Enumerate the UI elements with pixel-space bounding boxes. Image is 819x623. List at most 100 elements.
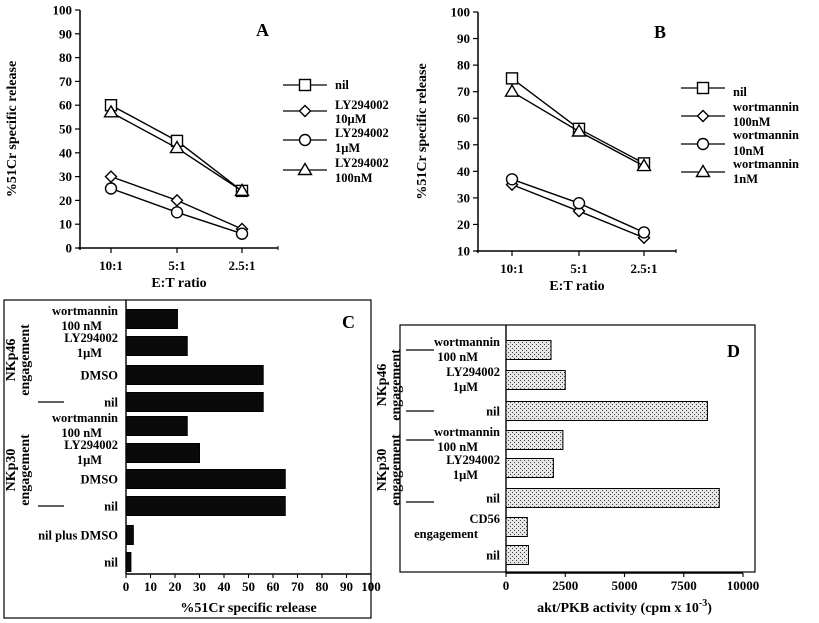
legend-label-line2: 10nM [733, 144, 764, 158]
panel-b-line-chart: 10 20 30 40 50 60 70 80 90 100 10:1 5:1 2.5:1 E:T rat… [415, 5, 799, 295]
legend-label-line2: 1nM [733, 172, 758, 186]
legend-label: LY294002 [335, 98, 389, 112]
legend-marker-square [298, 78, 312, 92]
x-tick-label: 5:1 [570, 261, 587, 276]
category-label-line2: engagement [414, 527, 479, 541]
data-point-circle [170, 206, 184, 219]
y-tick-label: 50 [59, 122, 72, 137]
data-point-triangle [169, 140, 185, 154]
legend-label: LY294002 [335, 156, 389, 170]
bar [125, 469, 286, 489]
panel-a-line-chart: 0 10 20 30 40 50 60 70 80 90 100 10:1 5:1 2.5:1 E:T ra… [5, 3, 389, 292]
x-tick-label: 60 [267, 579, 280, 594]
panel-frame [3, 299, 372, 619]
category-label: wortmannin [434, 425, 500, 439]
y-tick-label: 30 [457, 190, 470, 205]
data-point-triangle [103, 104, 119, 118]
category-label: nil [486, 492, 500, 506]
data-point-diamond [170, 193, 184, 207]
panel-frame [399, 324, 756, 573]
data-point-diamond [104, 170, 118, 184]
category-label: DMSO [81, 473, 119, 487]
legend-marker-circle [298, 133, 312, 147]
legend-marker-circle [696, 137, 710, 151]
data-point-circle [104, 182, 118, 195]
x-axis-title: akt/PKB activity (cpm x 10-3) [537, 598, 712, 616]
group-label: NKp30 [375, 449, 390, 492]
y-tick-label: 90 [457, 31, 470, 46]
category-label: wortmannin [434, 335, 500, 349]
bar [125, 525, 134, 545]
y-tick-label: 40 [59, 145, 72, 160]
category-label-line2: 1μM [453, 468, 478, 482]
y-tick-label: 70 [59, 74, 72, 89]
bar [125, 365, 264, 385]
y-tick-label: 60 [59, 98, 72, 113]
group-label-line2: engagement [18, 434, 33, 506]
category-label: LY294002 [64, 438, 118, 452]
bar [505, 458, 554, 478]
x-tick-label: 10000 [727, 578, 760, 593]
group-label-line2: engagement [389, 434, 404, 506]
category-label-line2: 100 nM [61, 426, 102, 440]
data-point-square [505, 72, 519, 85]
legend-label: wortmannin [733, 128, 799, 142]
x-axis-title: %51Cr specific release [180, 601, 316, 616]
category-label: CD56 [469, 512, 500, 526]
group-label-line2: engagement [18, 324, 33, 396]
legend-marker-diamond [298, 104, 312, 118]
category-label-line2: 100 nM [61, 319, 102, 333]
legend-label-line2: 10μM [335, 112, 367, 126]
y-axis-title: %51Cr specific release [5, 61, 20, 197]
category-label: nil [104, 556, 118, 570]
x-tick-label: 2.5:1 [228, 258, 255, 273]
bar [125, 552, 132, 572]
bar [505, 517, 528, 537]
data-point-triangle [571, 123, 587, 137]
x-axis-title-end: ) [707, 601, 712, 616]
legend-label-line2: 100nM [335, 171, 373, 185]
legend-label: nil [335, 78, 349, 92]
category-label-line2: 1μM [453, 380, 478, 394]
panel-letter: C [342, 312, 355, 332]
bar [505, 488, 720, 508]
panel-c-bar-chart: 0 10 20 30 40 50 60 70 80 90 100 %51Cr specific rel… [3, 299, 381, 619]
y-tick-label: 50 [457, 137, 470, 152]
data-point-triangle [234, 183, 250, 197]
panel-d-bar-chart: 0 2500 5000 7500 10000 akt/PKB activity (cpm … [375, 324, 760, 616]
category-label: nil [486, 549, 500, 563]
bar [505, 401, 708, 421]
x-tick-label: 7500 [671, 578, 697, 593]
category-label: nil [486, 405, 500, 419]
y-tick-label: 20 [59, 193, 72, 208]
bar [125, 336, 188, 356]
panel-letter: D [727, 341, 740, 361]
x-tick-label: 90 [340, 579, 353, 594]
legend-marker-square [696, 81, 710, 95]
legend-label: wortmannin [733, 100, 799, 114]
x-tick-label: 20 [169, 579, 182, 594]
category-label: DMSO [81, 369, 119, 383]
category-label: nil [104, 500, 118, 514]
series-line-0 [511, 77, 645, 164]
legend-marker-triangle [695, 164, 711, 178]
x-axis-title-exponent: -3 [699, 598, 707, 609]
y-tick-label: 0 [66, 241, 73, 256]
x-tick-label: 0 [503, 578, 510, 593]
data-point-circle [505, 173, 519, 186]
x-tick-label: 0 [123, 579, 130, 594]
data-point-circle [572, 196, 586, 210]
legend-label: wortmannin [733, 157, 799, 171]
category-label: wortmannin [52, 304, 118, 318]
category-label: nil plus DMSO [38, 529, 118, 543]
y-tick-label: 30 [59, 169, 72, 184]
group-label-line2: engagement [389, 349, 404, 421]
category-label-line2: 1μM [77, 346, 102, 360]
bar [125, 496, 286, 516]
bar [505, 340, 552, 360]
category-label: nil [104, 396, 118, 410]
x-tick-label: 40 [218, 579, 231, 594]
legend-label: LY294002 [335, 126, 389, 140]
data-point-triangle [504, 83, 520, 97]
y-tick-label: 80 [59, 50, 72, 65]
